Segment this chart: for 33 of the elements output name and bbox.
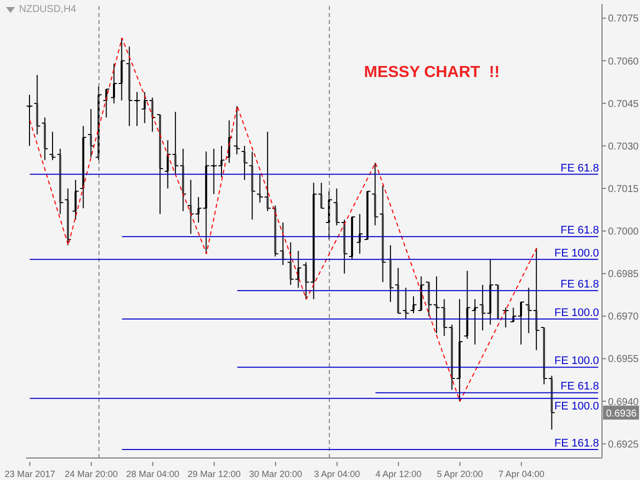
annotation: FE 61.8 (560, 162, 599, 174)
y-tick-label: 0.7015 (608, 184, 640, 195)
x-tick-label: 30 Mar 20:00 (249, 469, 302, 479)
annotation: FE 61.8 (560, 278, 599, 291)
annotation: MESSY CHART !! (364, 64, 500, 82)
x-tick-label: 23 Mar 2017 (4, 469, 56, 479)
y-tick-label: 0.7045 (608, 98, 640, 110)
annotation: FE 100.0 (554, 400, 599, 412)
annotation: FE 100.0 (554, 306, 599, 319)
y-tick-label: 0.6940 (608, 396, 640, 408)
y-tick-label: 0.7000 (608, 226, 640, 238)
annotation: FE 100.0 (554, 247, 599, 260)
chart-title: NZDUSD,H4 (19, 4, 76, 15)
y-tick-label: 0.6985 (608, 269, 640, 280)
annotation: FE 161.8 (554, 437, 599, 450)
x-tick-label: 28 Mar 04:00 (126, 469, 180, 479)
y-tick-label: 0.6970 (608, 312, 640, 323)
y-tick-label: 0.7075 (608, 14, 640, 25)
x-tick-label: 5 Apr 20:00 (436, 469, 483, 479)
line-series (29, 38, 538, 402)
x-tick-label: 4 Apr 12:00 (375, 469, 422, 479)
x-tick-label: 24 Mar 20:00 (64, 469, 118, 479)
x-tick-label: 7 Apr 04:00 (498, 469, 544, 479)
annotation: FE 61.8 (560, 380, 599, 393)
y-tick-label: 0.6955 (608, 354, 640, 366)
y-tick-label: 0.7030 (608, 141, 640, 152)
y-tick-label: 0.6925 (608, 439, 640, 450)
x-tick-label: 3 Apr 04:00 (314, 469, 360, 479)
annotation: FE 61.8 (560, 224, 599, 237)
text: 0.6936 (606, 408, 638, 420)
x-tick-label: 29 Mar 12:00 (188, 469, 241, 479)
y-tick-label: 0.7060 (608, 56, 640, 68)
annotation: FE 100.0 (554, 355, 599, 368)
